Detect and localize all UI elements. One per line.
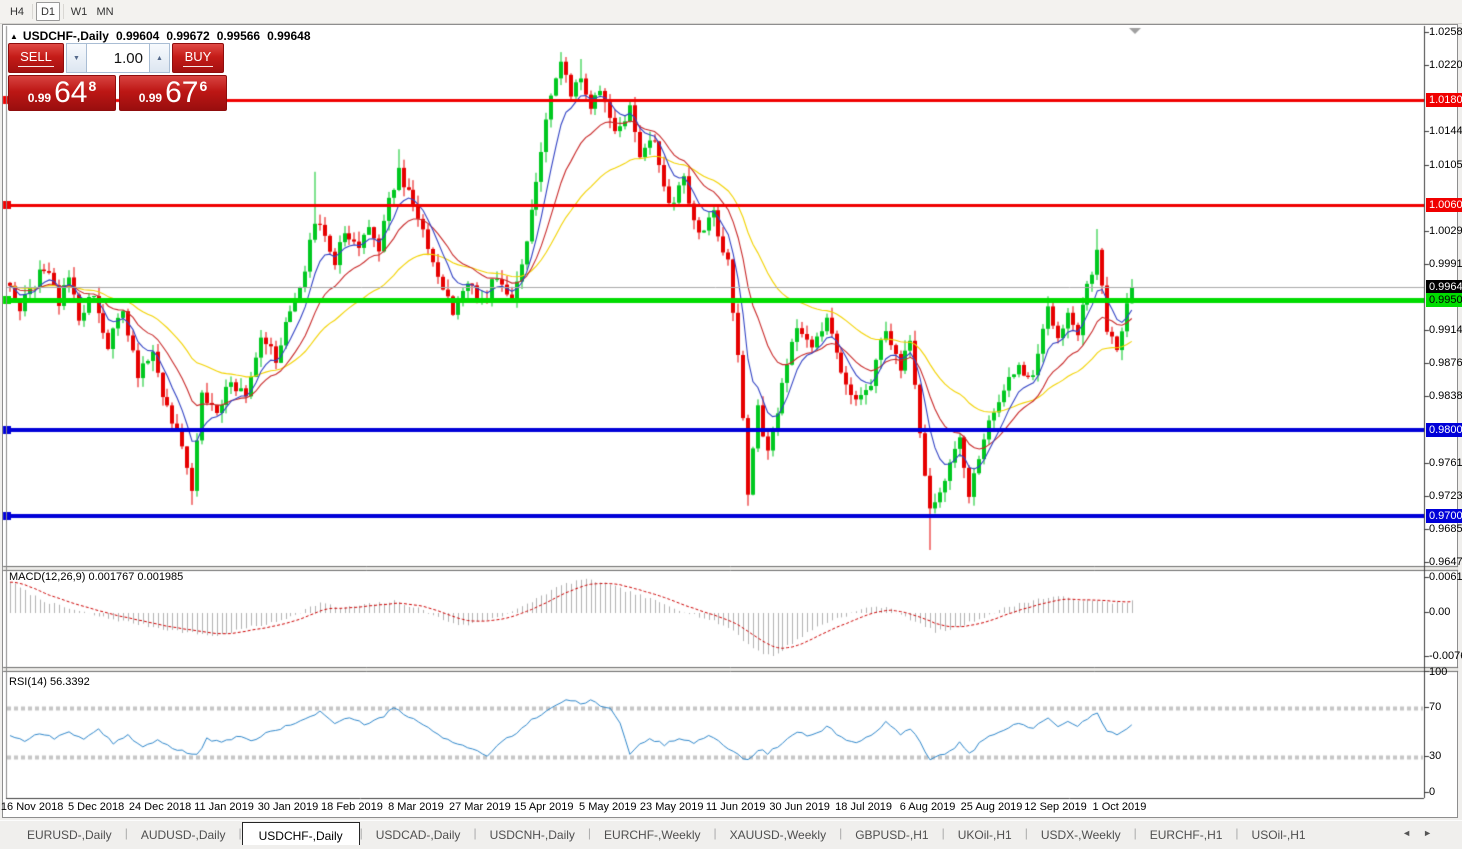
chart-tab-usdcnh[interactable]: USDCNH-,Daily bbox=[489, 828, 575, 842]
tab-separator: | bbox=[359, 826, 363, 840]
timeframe-toolbar: H4 D1 W1 MN bbox=[0, 0, 1462, 24]
low-value: 0.99566 bbox=[216, 29, 261, 43]
tab-separator: | bbox=[587, 826, 592, 840]
chart-tab-eurusd[interactable]: EURUSD-,Daily bbox=[27, 828, 112, 842]
close-value: 0.99648 bbox=[267, 29, 311, 43]
toolbar-separator bbox=[32, 4, 33, 19]
buy-price-prefix: 0.99 bbox=[138, 91, 163, 105]
sell-price-prefix: 0.99 bbox=[27, 91, 52, 105]
tab-separator: | bbox=[941, 826, 945, 840]
toolbar-separator bbox=[63, 4, 64, 19]
tab-separator: | bbox=[839, 826, 843, 840]
sell-price-display[interactable]: 0.99 64 8 bbox=[8, 75, 116, 111]
chart-tab-usdchf[interactable]: USDCHF-,Daily bbox=[241, 822, 360, 845]
chart-tab-usoil[interactable]: USOil-,H1 bbox=[1251, 828, 1306, 842]
volume-increase-button[interactable]: ▲ bbox=[149, 43, 170, 73]
tab-separator: | bbox=[1235, 826, 1239, 840]
spin-down-icon: ▼ bbox=[73, 54, 80, 62]
sell-price-pip: 8 bbox=[88, 78, 97, 94]
tab-separator: | bbox=[238, 826, 242, 840]
chart-symbol-label: USDCHF-,Daily bbox=[22, 29, 109, 43]
chart-tab-usdcad[interactable]: USDCAD-,Daily bbox=[375, 828, 461, 842]
timeframe-button-w1[interactable]: W1 bbox=[70, 5, 88, 18]
chart-title: ▲ USDCHF-,Daily 0.99604 0.99672 0.99566 0.996… bbox=[10, 29, 311, 43]
chart-tab-eurchf[interactable]: EURCHF-,H1 bbox=[1149, 828, 1223, 842]
buy-price-pip: 6 bbox=[199, 78, 208, 94]
tab-separator: | bbox=[713, 826, 717, 840]
high-value: 0.99672 bbox=[166, 29, 210, 43]
tab-separator: | bbox=[124, 826, 128, 840]
buy-button-label: BUY bbox=[182, 49, 214, 67]
collapse-panel-icon[interactable]: ▲ bbox=[10, 32, 18, 41]
tab-separator: | bbox=[1133, 826, 1137, 840]
spin-up-icon: ▲ bbox=[156, 54, 163, 62]
sell-button[interactable]: SELL bbox=[8, 43, 64, 73]
tab-scroll-right-icon[interactable]: ► bbox=[1423, 828, 1444, 838]
tab-separator: | bbox=[1024, 826, 1028, 840]
tab-scroll-left-icon[interactable]: ◄ bbox=[1402, 828, 1424, 838]
timeframe-button-h4[interactable]: H4 bbox=[9, 5, 25, 18]
volume-input[interactable] bbox=[87, 43, 149, 73]
sell-button-label: SELL bbox=[18, 49, 54, 67]
chart-tab-gbpusd[interactable]: GBPUSD-,H1 bbox=[855, 828, 929, 842]
buy-price-big: 67 bbox=[165, 76, 199, 109]
chart-tab-eurchf[interactable]: EURCHF-,Weekly bbox=[604, 828, 701, 842]
chart-tab-audusd[interactable]: AUDUSD-,Daily bbox=[140, 828, 226, 842]
sell-price-big: 64 bbox=[54, 76, 88, 109]
chart-tab-usdx[interactable]: USDX-,Weekly bbox=[1040, 828, 1121, 842]
chart-tab-ukoil[interactable]: UKOil-,H1 bbox=[957, 828, 1012, 842]
timeframe-button-mn[interactable]: MN bbox=[96, 5, 114, 18]
buy-price-display[interactable]: 0.99 67 6 bbox=[119, 75, 227, 111]
buy-button[interactable]: BUY bbox=[172, 43, 224, 73]
volume-decrease-button[interactable]: ▼ bbox=[66, 43, 87, 73]
open-value: 0.99604 bbox=[115, 29, 160, 43]
timeframe-button-d1[interactable]: D1 bbox=[36, 2, 60, 21]
tab-separator: | bbox=[473, 826, 477, 840]
chart-tab-xauusd[interactable]: XAUUSD-,Weekly bbox=[729, 828, 827, 842]
chart-tabs-bar: EURUSD-,Daily | AUDUSD-,Daily | USDCHF-,Dail… bbox=[0, 820, 1462, 849]
